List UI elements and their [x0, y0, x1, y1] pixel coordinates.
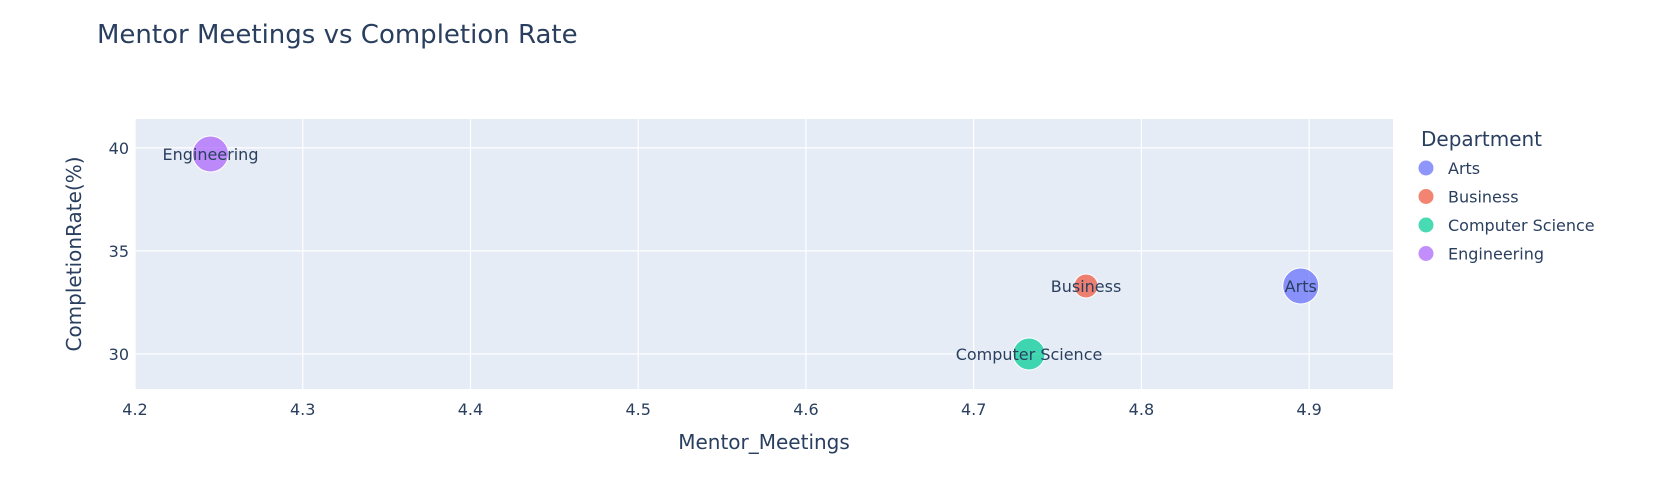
data-label: Engineering: [162, 145, 258, 164]
data-point[interactable]: [1012, 337, 1046, 371]
legend-marker[interactable]: [1418, 246, 1434, 261]
legend-item-label[interactable]: Arts: [1448, 159, 1480, 178]
data-label: Arts: [1285, 277, 1317, 296]
x-tick-label: 4.7: [961, 400, 986, 419]
data-point[interactable]: [1073, 273, 1099, 299]
legend-item-label[interactable]: Engineering: [1448, 245, 1544, 264]
data-points: Arts Business Computer Science Engineering: [162, 135, 1320, 371]
y-tick-label: 30: [109, 345, 129, 364]
y-tick-label: 35: [109, 242, 129, 261]
chart-title: Mentor Meetings vs Completion Rate: [97, 20, 578, 50]
x-tick-label: 4.6: [793, 400, 818, 419]
x-tick-label: 4.5: [625, 400, 650, 419]
legend-title: Department: [1421, 127, 1542, 151]
legend-marker[interactable]: [1418, 189, 1434, 204]
legend[interactable]: Department Arts Business Computer Science E…: [1418, 127, 1595, 264]
data-label: Business: [1051, 277, 1122, 296]
legend-item-label[interactable]: Business: [1448, 188, 1519, 207]
data-label: Computer Science: [956, 345, 1103, 364]
x-tick-label: 4.4: [458, 400, 483, 419]
legend-item-label[interactable]: Computer Science: [1448, 216, 1595, 235]
x-tick-label: 4.8: [1129, 400, 1154, 419]
y-axis-title: CompletionRate(%): [62, 156, 86, 351]
x-tick-label: 4.2: [122, 400, 147, 419]
x-tick-label: 4.9: [1296, 400, 1321, 419]
legend-marker[interactable]: [1418, 160, 1434, 176]
plot-area: [135, 119, 1393, 389]
legend-marker[interactable]: [1418, 217, 1434, 233]
x-axis-title: Mentor_Meetings: [678, 430, 850, 454]
y-tick-label: 40: [109, 139, 129, 158]
x-tick-label: 4.3: [290, 400, 315, 419]
data-point[interactable]: [1282, 267, 1320, 305]
data-point[interactable]: [191, 135, 229, 173]
axis-ticks: 4.2 4.3 4.4 4.5 4.6 4.7 4.8 4.9 30 35 40: [109, 139, 1322, 419]
grid-lines: [134, 119, 1393, 389]
